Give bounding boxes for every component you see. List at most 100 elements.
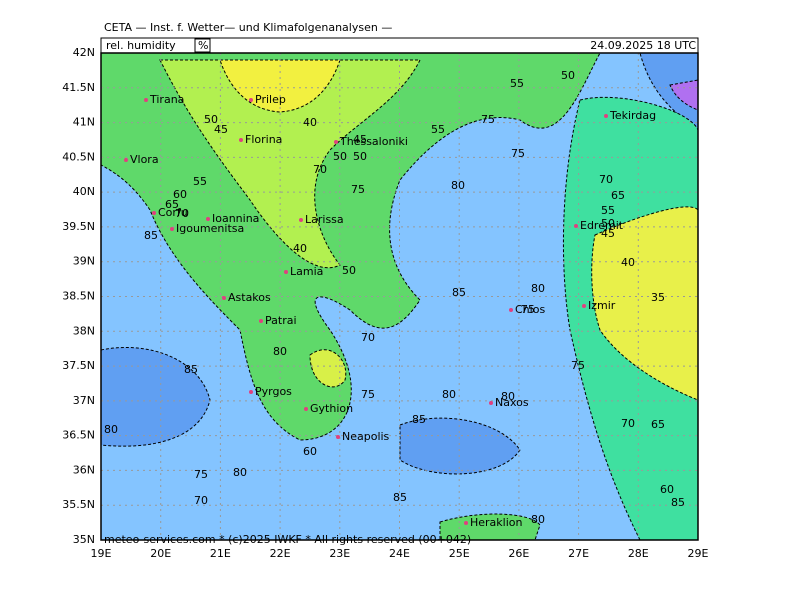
city-label: Igoumenitsa [176, 222, 244, 235]
contour-label: 75 [194, 468, 208, 481]
contour-label: 80 [104, 423, 118, 436]
dry-region [309, 349, 347, 388]
lon-label: 23E [329, 547, 350, 560]
city-marker [509, 308, 513, 312]
city-label: Heraklion [470, 516, 523, 529]
city-marker [249, 98, 253, 102]
city-label: Naxos [495, 396, 529, 409]
contour-label: 80 [233, 466, 247, 479]
city-label: Chios [515, 303, 545, 316]
low-region [101, 346, 211, 447]
unit-box [194, 38, 211, 53]
lat-label: 39.5N [62, 220, 95, 233]
valid-time: 24.09.2025 18 UTC [590, 39, 696, 52]
city-label: Gythion [310, 402, 353, 415]
city-marker [582, 304, 586, 308]
city-label: Neapolis [342, 430, 390, 443]
field: rel. humidity [106, 39, 176, 52]
lon-label: 26E [508, 547, 529, 560]
contour-label: 85 [184, 363, 198, 376]
contour-label: 65 [611, 189, 625, 202]
lon-label: 20E [150, 547, 171, 560]
contour-label: 50 [601, 217, 615, 230]
contour-label: 70 [361, 331, 375, 344]
lat-label: 42N [73, 46, 95, 59]
contour-label: 60 [660, 483, 674, 496]
contour-label: 45 [214, 123, 228, 136]
contour-label: 60 [173, 188, 187, 201]
city-marker [259, 319, 263, 323]
lat-label: 38N [73, 324, 95, 337]
city-label: Astakos [228, 291, 271, 304]
contour-label: 65 [651, 418, 665, 431]
contour-label: 45 [601, 227, 615, 240]
contour-label: 80 [531, 282, 545, 295]
city-marker [336, 435, 340, 439]
mid-region [439, 513, 541, 540]
lon-label: 25E [449, 547, 470, 560]
contour-label: 45 [353, 133, 367, 146]
frame [100, 52, 699, 541]
city-label: Larissa [305, 213, 344, 226]
city-label: Corfu [158, 206, 188, 219]
city-label: Tirana [149, 93, 184, 106]
city-marker [334, 140, 338, 144]
contour-label: 75 [351, 183, 365, 196]
contour-label: 50 [353, 150, 367, 163]
city-marker [489, 401, 493, 405]
city-label: Izmir [588, 299, 616, 312]
lat-label: 36N [73, 463, 95, 476]
lat-label: 41N [73, 116, 95, 129]
city-marker [144, 98, 148, 102]
contour-label: 50 [561, 69, 575, 82]
lat-label: 35.5N [62, 498, 95, 511]
lon-label: 22E [270, 547, 291, 560]
contour-label: 75 [361, 388, 375, 401]
contour-label: 55 [193, 175, 207, 188]
contour-label: 80 [273, 345, 287, 358]
city-label: Lamia [290, 265, 323, 278]
contour-label: 75 [481, 113, 495, 126]
contour-label: 75 [511, 147, 525, 160]
lon-label: 24E [389, 547, 410, 560]
contour-label: 80 [442, 388, 456, 401]
contour-label: 50 [342, 264, 356, 277]
city-marker [124, 158, 128, 162]
city-label: Thessaloniki [339, 135, 408, 148]
contour-label: 70 [194, 494, 208, 507]
city-label: Ioannina [212, 212, 259, 225]
city-marker [574, 224, 578, 228]
contour-label: 60 [303, 445, 317, 458]
city-label: Patrai [265, 314, 297, 327]
lon-label: 21E [210, 547, 231, 560]
city-marker [304, 407, 308, 411]
contour-label: 85 [671, 496, 685, 509]
city-marker [604, 114, 608, 118]
city-label: Tekirdag [609, 109, 656, 122]
lon-label: 29E [688, 547, 709, 560]
dry-region [591, 206, 698, 401]
unit: % [198, 39, 208, 52]
contour-label: 75 [571, 359, 585, 372]
contour-label: 55 [431, 123, 445, 136]
lon-label: 27E [568, 547, 589, 560]
contour-label: 85 [393, 491, 407, 504]
city-label: Vlora [130, 153, 159, 166]
contour-label: 80 [531, 513, 545, 526]
city-label: Florina [245, 133, 282, 146]
contour-label: 70 [175, 207, 189, 220]
city-label: Edremit [580, 219, 624, 232]
lon-label: 19E [91, 547, 112, 560]
lat-label: 38.5N [62, 290, 95, 303]
contour-label: 85 [452, 286, 466, 299]
contour-label: 50 [204, 113, 218, 126]
contour-label: 80 [451, 179, 465, 192]
lat-label: 37N [73, 394, 95, 407]
city-marker [222, 296, 226, 300]
contour-label: 55 [510, 77, 524, 90]
lat-label: 40N [73, 185, 95, 198]
city-marker [284, 270, 288, 274]
lat-label: 41.5N [62, 81, 95, 94]
footer: meteo-services.com * (c)2025 IWKF * All … [104, 533, 471, 546]
